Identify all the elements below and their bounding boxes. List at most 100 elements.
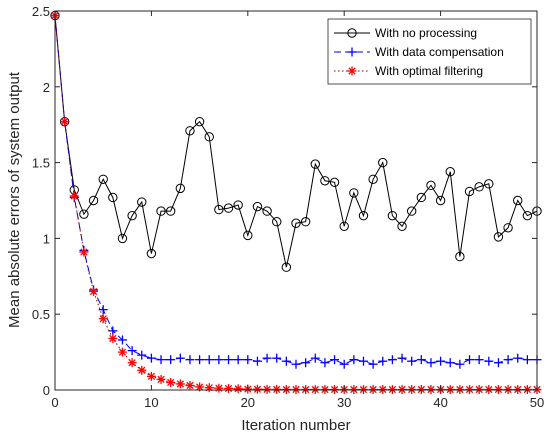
y-tick-label: 0 <box>43 383 50 398</box>
data-point <box>79 209 89 219</box>
legend-item: With optimal filtering <box>334 64 483 78</box>
data-point <box>233 200 243 210</box>
data-point <box>339 359 349 369</box>
data-point <box>349 355 359 365</box>
data-point <box>185 380 195 390</box>
y-tick-label: 1 <box>43 231 50 246</box>
data-point <box>233 355 243 365</box>
y-axis-label: Mean absolute errors of system output <box>6 71 23 328</box>
x-tick-label: 10 <box>144 395 158 410</box>
data-point <box>117 233 128 244</box>
data-point <box>300 217 311 227</box>
data-point <box>108 333 118 343</box>
data-point <box>291 359 301 369</box>
legend-item: With no processing <box>334 26 477 40</box>
data-point <box>185 126 195 136</box>
legend-marker <box>347 47 357 57</box>
data-point <box>233 384 243 394</box>
data-point <box>98 174 108 184</box>
data-point <box>484 356 494 366</box>
data-point <box>175 183 186 194</box>
data-point <box>166 377 176 387</box>
data-point <box>272 384 282 394</box>
data-point <box>503 355 513 365</box>
data-point <box>301 358 311 368</box>
data-point <box>60 117 70 127</box>
data-point <box>117 347 127 357</box>
data-point <box>175 379 185 389</box>
data-point <box>281 262 292 272</box>
data-point <box>166 355 176 365</box>
data-point <box>137 350 147 360</box>
data-point <box>484 179 494 189</box>
data-point <box>435 195 446 206</box>
data-point <box>281 356 291 366</box>
data-point <box>79 247 89 257</box>
data-point <box>291 218 301 228</box>
data-point <box>127 210 137 221</box>
data-point <box>339 221 349 231</box>
data-point <box>368 174 378 184</box>
data-point <box>117 335 127 345</box>
data-point <box>127 346 137 356</box>
data-point <box>214 383 224 393</box>
data-point <box>493 358 503 368</box>
data-point <box>262 206 272 216</box>
data-point <box>407 356 417 366</box>
y-tick-label: 0.5 <box>32 307 50 322</box>
data-point <box>243 230 253 241</box>
data-point <box>137 365 147 375</box>
legend-marker <box>347 66 357 76</box>
data-point <box>224 383 234 393</box>
x-tick-label: 20 <box>241 395 255 410</box>
legend: With no processing With data compensation… <box>327 18 532 85</box>
data-point <box>214 204 224 215</box>
data-point <box>445 166 455 177</box>
data-point <box>272 353 282 363</box>
data-point <box>330 355 340 365</box>
data-point <box>262 353 272 363</box>
data-point <box>387 355 397 365</box>
series-line <box>54 15 538 268</box>
data-point <box>252 201 263 212</box>
data-point <box>310 159 320 169</box>
data-point <box>88 195 99 206</box>
data-point <box>474 182 484 192</box>
data-point <box>98 314 108 324</box>
data-point <box>195 382 205 392</box>
data-point <box>89 286 99 296</box>
data-point <box>194 116 205 127</box>
data-point <box>455 251 465 262</box>
data-point <box>358 356 368 366</box>
y-tick-label: 1.5 <box>32 156 50 171</box>
data-point <box>436 356 446 366</box>
data-point <box>146 248 157 259</box>
legend-marker <box>347 28 357 38</box>
data-point <box>378 157 388 168</box>
data-point <box>397 353 407 363</box>
data-point <box>224 355 234 365</box>
data-point <box>522 210 533 221</box>
data-point <box>474 355 484 365</box>
data-point <box>175 353 185 363</box>
data-point <box>156 374 166 384</box>
data-point <box>98 305 108 315</box>
data-point <box>320 176 330 186</box>
data-point <box>223 203 234 213</box>
data-point <box>310 353 320 363</box>
data-point <box>522 355 532 365</box>
data-point <box>108 192 118 203</box>
data-point <box>378 356 388 366</box>
data-point <box>464 186 475 197</box>
data-point <box>214 355 224 365</box>
data-point <box>127 358 137 368</box>
data-point <box>156 355 166 365</box>
data-point <box>108 326 118 336</box>
data-point <box>513 195 523 206</box>
data-point <box>185 355 195 365</box>
data-point <box>455 359 465 369</box>
legend-item: With data compensation <box>334 45 504 59</box>
data-point <box>416 355 426 365</box>
data-point <box>137 197 147 207</box>
